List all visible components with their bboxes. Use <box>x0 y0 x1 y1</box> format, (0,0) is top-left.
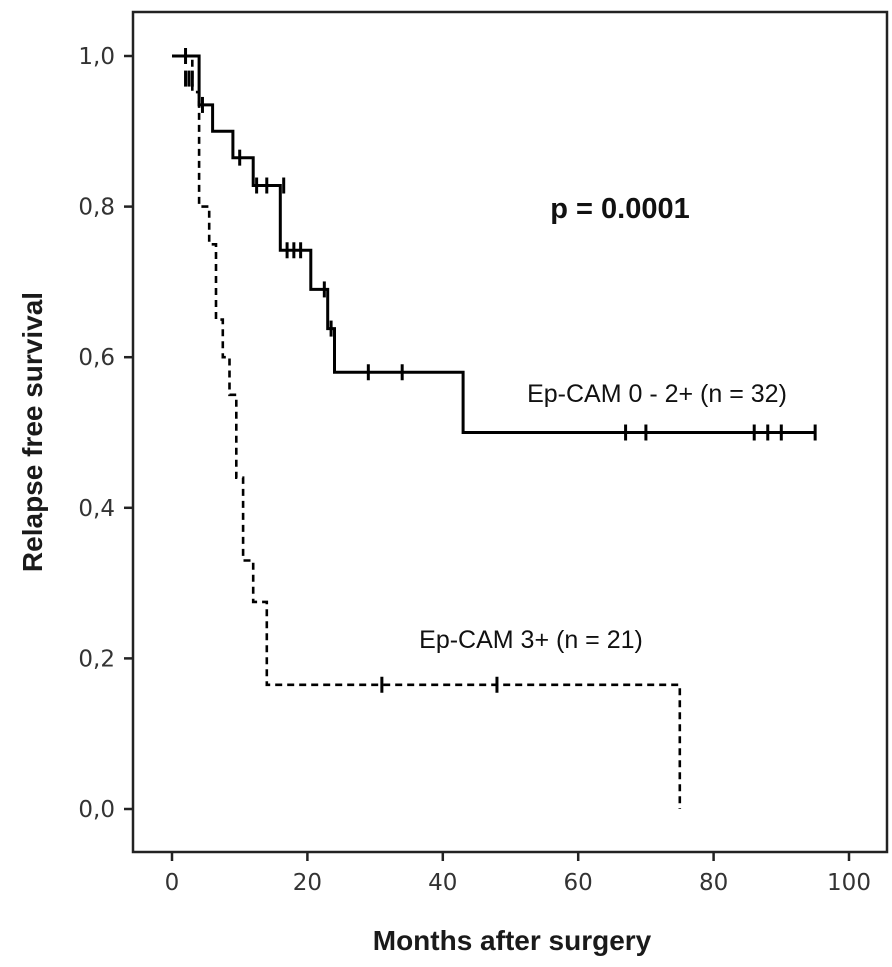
series-label-epcam-3: Ep-CAM 3+ (n = 21) <box>419 626 643 654</box>
y-tick-label: 0,0 <box>78 797 115 823</box>
x-axis-title: Months after surgery <box>373 925 652 956</box>
y-tick-label: 0,6 <box>78 345 115 371</box>
y-tick-label: 1,0 <box>78 44 115 70</box>
x-tick-label: 20 <box>293 870 322 896</box>
y-tick-label: 0,2 <box>78 646 115 672</box>
y-axis-title: Relapse free survival <box>17 292 48 572</box>
y-tick-label: 0,4 <box>78 496 115 522</box>
y-tick-label: 0,8 <box>78 195 115 221</box>
series-label-epcam-0-2: Ep-CAM 0 - 2+ (n = 32) <box>527 380 787 408</box>
x-tick-label: 80 <box>699 870 728 896</box>
x-tick-label: 40 <box>428 870 457 896</box>
series-epcam-0-2-line <box>172 54 816 434</box>
x-tick-label: 100 <box>827 870 871 896</box>
annotation-p-value: p = 0.0001 <box>550 193 689 225</box>
x-tick-label: 60 <box>564 870 593 896</box>
x-tick-label: 0 <box>165 870 180 896</box>
